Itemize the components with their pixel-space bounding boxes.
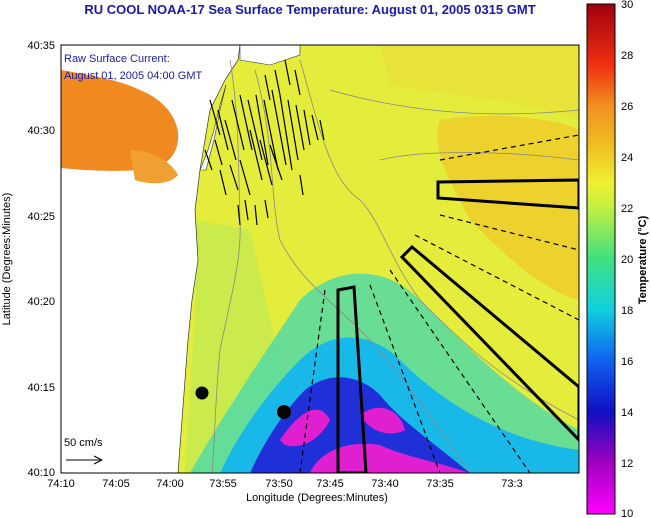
- colorbar-tick: 22: [621, 203, 633, 215]
- colorbar-tick: 16: [621, 356, 633, 368]
- y-tick-label: 40:10: [27, 467, 55, 479]
- cold-core: [250, 377, 470, 473]
- colorbar: 30 28 26 24 22 20 18 16 14 12 10 Tempera…: [586, 0, 649, 518]
- x-tick-label: 73:55: [209, 478, 237, 490]
- current-label: Raw Surface Current:: [64, 53, 170, 65]
- map-frame: [60, 44, 580, 474]
- colorbar-tick: 10: [621, 508, 633, 518]
- colorbar-tick: 20: [621, 254, 633, 266]
- y-axis-label: Latitude (Degrees:Minutes): [1, 193, 13, 326]
- x-tick-label: 73:45: [316, 478, 344, 490]
- colorbar-tick: 24: [621, 152, 633, 164]
- coldest-patch-1: [280, 409, 330, 447]
- y-tick-label: 40:20: [27, 296, 55, 308]
- colorbar-tick: 18: [621, 305, 633, 317]
- offshore-warm-patch: [437, 115, 579, 300]
- bathymetry-contours: [211, 59, 579, 473]
- colorbar-label: Temperature (°C): [637, 215, 649, 304]
- x-tick-label: 74:10: [47, 478, 75, 490]
- y-tick-label: 40:15: [27, 382, 55, 394]
- northeast-patch: [380, 45, 579, 120]
- colorbar-tick: 28: [621, 50, 633, 62]
- scale-arrow-head: [93, 455, 104, 465]
- x-tick-label: 74:00: [156, 478, 184, 490]
- colorbar-tick: 12: [621, 458, 633, 470]
- survey-boxes: [336, 178, 579, 473]
- scale-label: 50 cm/s: [64, 437, 103, 449]
- raritan-bay-warm: [61, 70, 179, 171]
- colorbar-tick: 30: [621, 0, 633, 11]
- x-tick-label: 73:35: [426, 478, 454, 490]
- coldest-patch-3: [360, 407, 405, 434]
- radar-beam-lines: [299, 134, 579, 473]
- bay-warm-edge: [130, 150, 178, 184]
- station-marker-1: [195, 386, 209, 400]
- x-tick-label: 73:50: [265, 478, 293, 490]
- y-axis: 40:35 40:30 40:25 40:20 40:15 40:10 Lati…: [1, 40, 55, 479]
- colorbar-tick: 14: [621, 407, 633, 419]
- current-time: August 01, 2005 04:00 GMT: [64, 70, 202, 82]
- x-axis-label: Longitude (Degrees:Minutes): [246, 492, 388, 504]
- map-plot-area: [61, 45, 579, 473]
- x-axis: 74:10 74:05 74:00 73:55 73:50 73:45 73:4…: [47, 478, 522, 504]
- x-tick-label: 73:40: [371, 478, 399, 490]
- station-marker-2: [277, 405, 291, 419]
- x-tick-label: 73:3: [501, 478, 522, 490]
- colorbar-gradient: [586, 3, 616, 515]
- current-vectors: [204, 59, 325, 226]
- colorbar-tick: 26: [621, 101, 633, 113]
- coldest-patch-2: [310, 443, 470, 473]
- y-tick-label: 40:25: [27, 211, 55, 223]
- y-tick-label: 40:30: [27, 125, 55, 137]
- y-tick-label: 40:35: [27, 40, 55, 52]
- map-title: RU COOL NOAA-17 Sea Surface Temperature:…: [84, 2, 536, 17]
- x-tick-label: 74:05: [102, 478, 130, 490]
